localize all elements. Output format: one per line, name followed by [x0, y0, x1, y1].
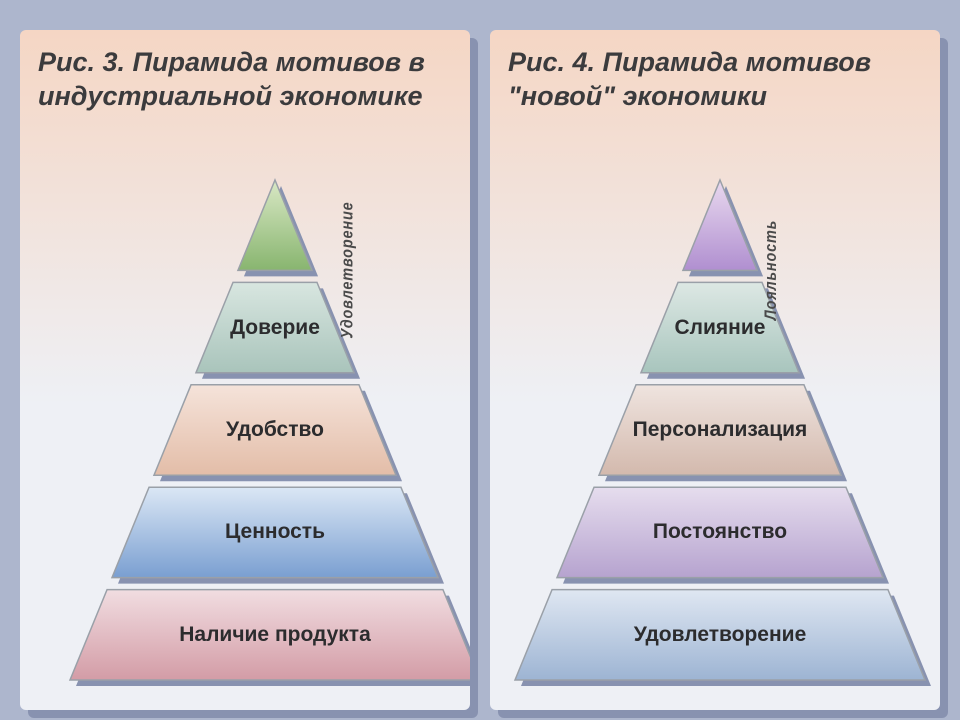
pyramid-level-label: Удобство: [154, 418, 396, 442]
pyramid-level-label: Постоянство: [557, 520, 883, 544]
pyramid-level-label: Слияние: [641, 316, 799, 340]
panel-right: Рис. 4. Пирамида мотивов "новой" экономи…: [490, 30, 940, 710]
pyramid-apex: [683, 180, 757, 270]
apex-label: Лояльность: [761, 220, 781, 320]
pyramid-level-label: Наличие продукта: [70, 623, 470, 647]
pyramid-apex: [238, 180, 312, 270]
pyramid-level-label: Удовлетворение: [515, 623, 925, 647]
pyramid-level-label: Персонализация: [599, 418, 841, 442]
pyramid-level-label: Ценность: [112, 520, 438, 544]
panel-left: Рис. 3. Пирамида мотивов в индустриально…: [20, 30, 470, 710]
pyramid-level-label: Доверие: [196, 316, 354, 340]
